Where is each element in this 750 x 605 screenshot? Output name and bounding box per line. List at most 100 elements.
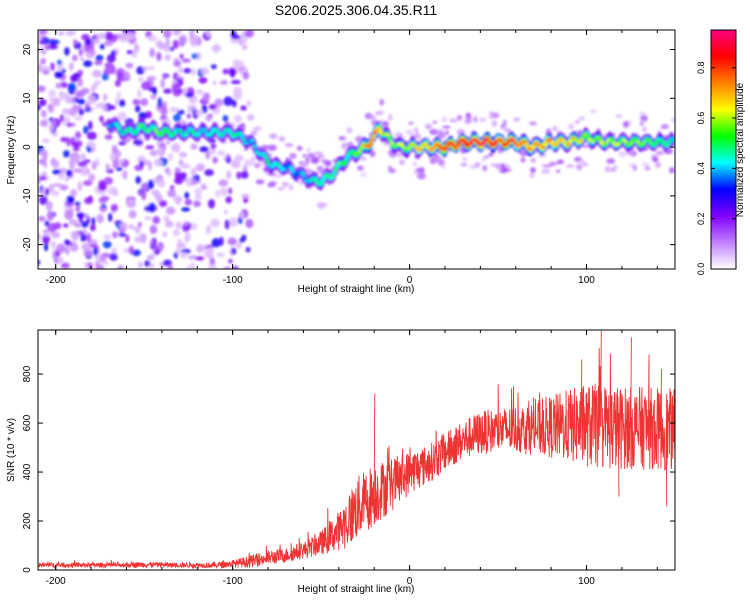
heatmap-noise-blob xyxy=(59,113,65,123)
heatmap-noise-blob xyxy=(219,236,224,247)
heatmap-noise-blob xyxy=(44,38,51,45)
heatmap-noise-blob xyxy=(179,172,187,180)
heatmap-noise-blob xyxy=(114,79,122,87)
heatmap-ridge-cell xyxy=(671,138,675,142)
heatmap-noise-blob xyxy=(57,31,65,36)
heatmap-noise-blob xyxy=(139,160,145,168)
heatmap-noise-blob xyxy=(114,97,120,106)
heatmap-noise-blob xyxy=(127,224,134,229)
heatmap-noise-blob xyxy=(233,86,242,95)
heatmap-halo-blob xyxy=(379,98,385,106)
heatmap-halo-blob xyxy=(530,167,536,174)
heatmap-halo-blob xyxy=(361,156,366,161)
heatmap-halo-blob xyxy=(296,145,303,151)
heatmap-noise-blob xyxy=(218,179,229,187)
heatmap-noise-blob xyxy=(108,105,116,110)
heatmap-noise-blob xyxy=(55,82,62,89)
heatmap-halo-blob xyxy=(305,168,311,174)
heatmap-noise-blob xyxy=(79,57,85,62)
heatmap-noise-blob xyxy=(199,146,209,153)
heatmap-noise-blob xyxy=(178,34,188,45)
heatmap-noise-blob xyxy=(241,234,247,242)
heatmap-noise-blob xyxy=(169,184,175,191)
heatmap-noise-blob xyxy=(203,92,211,102)
snr-spike xyxy=(660,369,662,430)
heatmap-noise-blob xyxy=(171,83,181,93)
heatmap-noise-blob xyxy=(64,239,71,245)
heatmap-ridge-cell xyxy=(541,145,546,149)
spectrogram-ytick-label: -10 xyxy=(22,188,33,203)
heatmap-ridge-cell xyxy=(321,177,327,180)
heatmap-ridge-cell xyxy=(524,142,529,146)
heatmap-ridge-cell xyxy=(249,139,254,143)
heatmap-halo-blob xyxy=(552,126,557,132)
heatmap-noise-blob xyxy=(195,163,206,172)
heatmap-halo-blob xyxy=(642,126,647,132)
heatmap-ridge-cell xyxy=(623,140,628,144)
heatmap-halo-blob xyxy=(268,133,278,140)
heatmap-noise-blob xyxy=(211,44,222,53)
heatmap-noise-blob xyxy=(83,250,93,257)
heatmap-noise-blob xyxy=(229,217,238,228)
heatmap-ridge-cell xyxy=(372,132,378,135)
heatmap-halo-blob xyxy=(278,135,286,143)
heatmap-noise-blob xyxy=(117,265,124,269)
heatmap-halo-blob xyxy=(578,116,585,121)
spectrogram-ytick-label: 10 xyxy=(22,92,33,104)
heatmap-noise-blob xyxy=(38,30,48,35)
heatmap-noise-blob xyxy=(174,176,184,185)
snr-ytick-label: 800 xyxy=(22,365,33,382)
heatmap-halo-blob xyxy=(654,161,662,168)
heatmap-noise-blob xyxy=(144,159,150,166)
heatmap-noise-blob xyxy=(156,147,164,152)
heatmap-noise-blob xyxy=(184,191,190,200)
heatmap-noise-blob xyxy=(162,231,168,238)
heatmap-noise-blob xyxy=(208,263,217,269)
heatmap-ridge-cell xyxy=(133,131,138,134)
snr-panel: -200 -100 0 100 0 200 400 600 800 Height of stra… xyxy=(6,329,676,595)
snr-ytick-label: 400 xyxy=(22,463,33,480)
heatmap-noise-blob xyxy=(235,241,242,250)
heatmap-noise-blob xyxy=(98,190,106,196)
heatmap-noise-blob xyxy=(167,263,173,269)
heatmap-ridge-cell xyxy=(266,162,271,166)
heatmap-halo-blob xyxy=(429,129,439,135)
spectrogram-ytick-label: -20 xyxy=(22,237,33,252)
heatmap-noise-blob xyxy=(52,169,61,175)
heatmap-ridge-cell xyxy=(355,152,361,156)
heatmap-ridge-cell xyxy=(568,140,573,144)
heatmap-ridge-cell xyxy=(151,126,157,130)
heatmap-noise-blob xyxy=(152,216,161,225)
heatmap-ridge-cell xyxy=(443,146,448,150)
heatmap-halo-blob xyxy=(411,161,418,166)
heatmap-noise-blob xyxy=(99,43,105,50)
heatmap-noise-blob xyxy=(70,242,79,252)
heatmap-noise-blob xyxy=(214,98,224,107)
heatmap-noise-blob xyxy=(190,178,198,186)
heatmap-noise-blob xyxy=(104,62,114,70)
heatmap-noise-blob xyxy=(241,193,251,199)
heatmap-halo-blob xyxy=(347,141,354,146)
heatmap-noise-blob xyxy=(38,260,41,265)
heatmap-noise-blob xyxy=(113,188,118,197)
heatmap-noise-blob xyxy=(84,213,89,220)
heatmap-ridge-cell xyxy=(444,144,450,148)
heatmap-noise-blob xyxy=(194,188,202,196)
heatmap-halo-blob xyxy=(491,120,497,128)
heatmap-noise-blob xyxy=(39,119,48,127)
heatmap-noise-blob xyxy=(64,47,70,56)
heatmap-halo-blob xyxy=(604,165,612,173)
heatmap-noise-blob xyxy=(227,237,237,246)
heatmap-noise-blob xyxy=(84,197,94,205)
heatmap-ridge-cell xyxy=(141,126,147,129)
heatmap-ridge-cell xyxy=(468,141,474,144)
heatmap-noise-blob xyxy=(109,152,116,162)
heatmap-noise-blob xyxy=(238,211,246,219)
heatmap-noise-blob xyxy=(77,161,87,167)
heatmap-noise-blob xyxy=(118,232,127,237)
heatmap-noise-blob xyxy=(242,45,248,50)
heatmap-noise-blob xyxy=(75,131,82,139)
heatmap-noise-blob xyxy=(80,166,88,177)
heatmap-noise-blob xyxy=(178,151,188,158)
